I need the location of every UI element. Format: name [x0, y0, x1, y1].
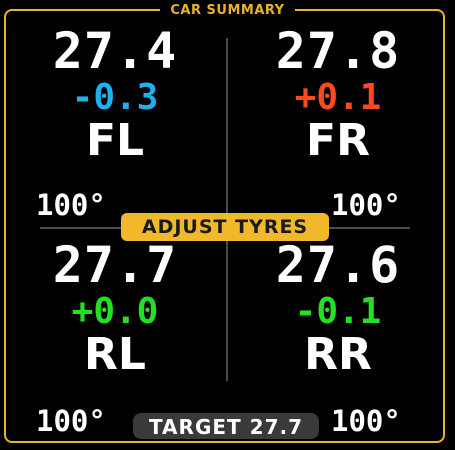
target-label: TARGET	[148, 415, 242, 439]
tyre-rr-pressure: 27.6	[275, 236, 401, 294]
vertical-divider	[226, 38, 228, 381]
target-pressure-badge: TARGET 27.7	[133, 413, 319, 439]
tyre-fl-temp: 100°	[36, 188, 106, 222]
tyre-rl-temp: 100°	[36, 404, 106, 438]
adjust-tyres-button[interactable]: ADJUST TYRES	[121, 213, 329, 241]
tyre-fr-delta: +0.1	[294, 77, 382, 118]
panel-title: CAR SUMMARY	[160, 2, 295, 20]
tyre-fl-delta: -0.3	[71, 77, 159, 118]
tyre-rl-delta: +0.0	[71, 291, 159, 332]
tyre-rr-temp: 100°	[331, 404, 401, 438]
tyre-fl-label: FL	[85, 115, 145, 166]
target-value: 27.7	[249, 415, 304, 439]
tyre-fl-pressure: 27.4	[52, 22, 178, 80]
panel-title-wrap: CAR SUMMARY	[0, 0, 455, 20]
tyre-rl: 27.7 +0.0 RL	[20, 240, 210, 378]
tyre-fr: 27.8 +0.1 FR	[243, 26, 433, 164]
tyre-rr-label: RR	[304, 329, 372, 380]
tyre-rr: 27.6 -0.1 RR	[243, 240, 433, 378]
tyre-fr-temp: 100°	[331, 188, 401, 222]
tyre-fl: 27.4 -0.3 FL	[20, 26, 210, 164]
tyre-rl-label: RL	[84, 329, 146, 380]
tyre-rr-delta: -0.1	[294, 291, 382, 332]
tyre-fr-pressure: 27.8	[275, 22, 401, 80]
tyre-fr-label: FR	[306, 115, 370, 166]
tyre-rl-pressure: 27.7	[52, 236, 178, 294]
